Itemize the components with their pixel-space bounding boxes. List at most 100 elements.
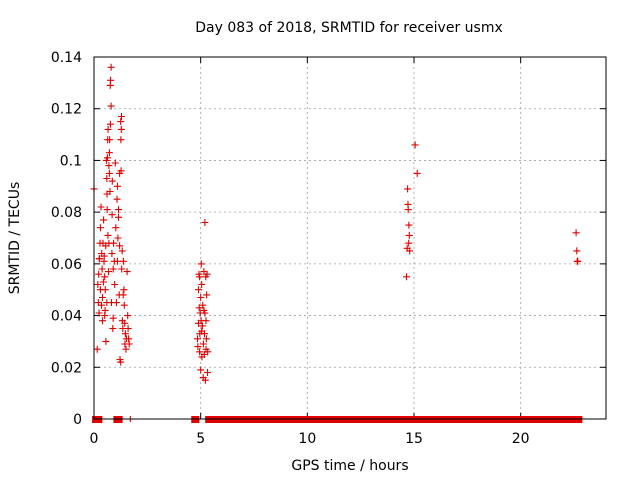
data-point: [197, 366, 205, 374]
data-point: [102, 337, 110, 345]
data-point: [106, 136, 114, 144]
data-point: [199, 301, 207, 309]
data-point: [95, 255, 103, 263]
data-point: [112, 299, 120, 307]
data-point: [115, 213, 122, 221]
data-point: [99, 294, 106, 301]
data-point: [104, 231, 112, 239]
data-point: [121, 319, 129, 327]
data-point: [120, 286, 128, 294]
data-point: [118, 113, 125, 120]
data-point: [405, 239, 413, 247]
y-tick-label: 0.06: [51, 257, 82, 273]
data-point: [200, 306, 208, 314]
data-point: [119, 257, 127, 265]
data-point: [573, 247, 581, 255]
y-tick-label: 0.02: [51, 360, 82, 376]
y-axis-label: SRMTID / TECUs: [7, 182, 23, 295]
data-point: [202, 345, 210, 353]
data-point: [124, 325, 132, 332]
data-point: [203, 291, 211, 299]
data-point: [114, 257, 121, 265]
x-tick-label: 15: [405, 431, 423, 447]
data-point: [94, 281, 102, 288]
data-point: [411, 141, 419, 149]
data-point: [405, 231, 413, 239]
data-points: [90, 63, 582, 384]
data-point: [109, 314, 117, 322]
data-point: [404, 185, 412, 193]
data-point: [107, 102, 115, 110]
y-tick-label: 0.1: [60, 153, 82, 169]
data-point: [103, 154, 111, 162]
chart-title: Day 083 of 2018, SRMTID for receiver usm…: [195, 20, 503, 36]
data-point: [195, 286, 202, 294]
data-point: [109, 325, 117, 332]
data-point: [105, 162, 113, 170]
data-point: [120, 301, 128, 309]
data-point: [201, 219, 209, 226]
x-tick-label: 5: [196, 431, 205, 447]
data-point: [99, 278, 107, 286]
x-tick-label: 0: [90, 431, 99, 447]
data-point: [201, 376, 209, 384]
data-point: [196, 273, 204, 281]
data-point: [572, 229, 580, 237]
data-point: [107, 63, 115, 71]
x-tick-label: 10: [298, 431, 316, 447]
data-point: [98, 301, 105, 309]
data-point: [116, 169, 124, 177]
y-tick-label: 0: [73, 412, 82, 428]
data-point: [194, 335, 201, 343]
data-point: [105, 169, 113, 177]
data-point: [111, 281, 119, 288]
y-tick-label: 0.12: [51, 102, 82, 118]
data-point: [108, 211, 116, 219]
data-point: [105, 268, 112, 276]
x-axis-label: GPS time / hours: [291, 458, 408, 474]
data-point: [124, 312, 132, 320]
plot-frame: [93, 56, 607, 420]
data-point: [115, 206, 122, 214]
data-point: [110, 239, 118, 247]
data-point: [119, 291, 127, 299]
data-point: [107, 76, 115, 84]
data-point: [196, 348, 204, 356]
data-point: [106, 188, 114, 195]
data-point: [103, 175, 111, 182]
data-point: [93, 345, 101, 353]
data-point: [122, 345, 130, 353]
grid: [94, 57, 606, 419]
data-point: [117, 136, 125, 144]
y-axis-ticks: 0 0.02 0.04 0.06 0.08 0.1 0.12 0.14: [51, 50, 606, 428]
data-point: [95, 270, 103, 278]
data-point: [203, 270, 211, 278]
data-point: [406, 247, 414, 255]
data-point: [199, 340, 207, 348]
data-point: [198, 322, 206, 330]
data-point: [108, 177, 116, 185]
data-point: [117, 358, 125, 366]
data-point: [197, 260, 205, 268]
y-tick-label: 0.14: [51, 50, 82, 66]
data-point: [100, 216, 108, 224]
y-tick-label: 0.08: [51, 205, 82, 221]
data-point: [202, 335, 210, 343]
data-point: [117, 118, 125, 126]
data-point: [101, 273, 109, 281]
data-point: [99, 317, 106, 325]
data-point: [108, 250, 116, 257]
data-point: [116, 242, 124, 250]
data-point: [104, 125, 112, 133]
data-point: [112, 224, 120, 232]
data-point: [125, 340, 133, 348]
data-point: [123, 268, 131, 276]
data-point: [121, 330, 129, 338]
data-point: [98, 265, 106, 273]
data-point: [101, 286, 109, 294]
data-point: [111, 159, 119, 167]
data-point: [114, 234, 122, 242]
data-point: [574, 257, 582, 265]
data-point: [100, 252, 108, 260]
